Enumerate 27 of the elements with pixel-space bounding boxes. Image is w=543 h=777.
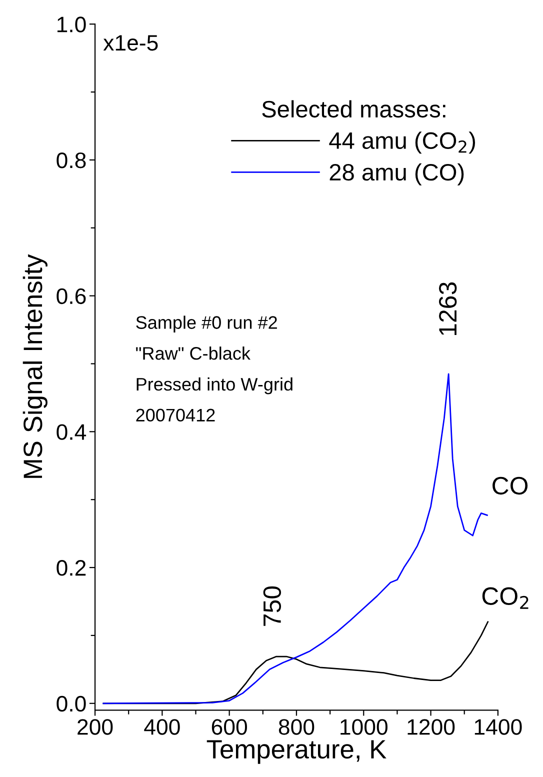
annotation: 20070412 [136, 408, 215, 422]
annotation: CO [492, 476, 528, 495]
y-tick-label: 0.4 [56, 424, 86, 440]
x-tick-label: 800 [278, 719, 314, 735]
annotation: x1e-5 [103, 35, 158, 51]
y-tick-label: 0.2 [56, 560, 86, 576]
annotation: Pressed into W-grid [136, 377, 292, 394]
y-tick-label: 1.0 [57, 16, 86, 32]
annotation: 750 [263, 586, 282, 626]
x-tick-label: 1000 [340, 719, 388, 735]
annotation: 1263 [438, 282, 457, 336]
legend-label: 28 amu (CO) [330, 163, 464, 186]
x-tick-label: 400 [144, 719, 180, 735]
x-tick-label: 1400 [474, 719, 522, 735]
x-tick-label: 1200 [408, 719, 455, 735]
annotation: Sample #0 run #2 [136, 316, 277, 333]
y-tick-label: 0.0 [56, 696, 86, 712]
annotation: CO$_{2}$ [482, 587, 528, 609]
annotation: "Raw" C-black [136, 346, 250, 360]
y-axis-title: MS Signal Intensity [22, 254, 48, 478]
x-tick-label: 600 [212, 719, 247, 735]
y-tick-label: 0.8 [56, 152, 86, 168]
x-axis-title: Temperature, K [206, 740, 386, 764]
legend-title: Selected masses: [262, 100, 446, 118]
y-tick-label: 0.6 [56, 288, 86, 304]
legend-label: 44 amu (CO$_{2}$) [329, 132, 476, 154]
x-tick-label: 200 [78, 719, 113, 735]
